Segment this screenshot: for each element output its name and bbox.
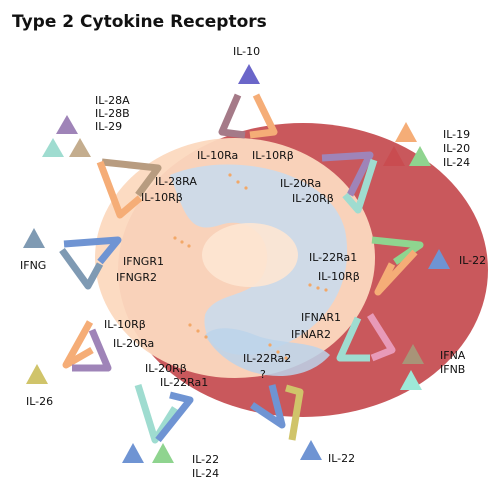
receptor-label-il10rb-top: IL-10Rβ xyxy=(252,149,294,162)
ligand-label-il28a: IL-28A xyxy=(95,94,130,107)
ligand-label-ifnb: IFNB xyxy=(440,363,465,376)
ligand-il29-triangle xyxy=(69,138,91,157)
receptor-label-il22ra2: IL-22Ra2 xyxy=(243,352,291,365)
ligand-label-il10: IL-10 xyxy=(233,45,260,58)
receptor-label-il20rb-bottom: IL-20Rβ xyxy=(145,362,187,375)
receptor-label-il22ra1-right: IL-22Ra1 xyxy=(309,251,357,264)
receptor-label-unknown: ? xyxy=(260,368,266,381)
ligand-label-il20: IL-20 xyxy=(443,142,470,155)
inner-nucleus xyxy=(202,223,298,287)
ligand-label-il24-top: IL-24 xyxy=(443,156,470,169)
receptor-label-il10ra: IL-10Ra xyxy=(197,149,238,162)
receptor-label-il20ra-left: IL-20Ra xyxy=(113,337,154,350)
receptor-label-ifnar1: IFNAR1 xyxy=(301,311,341,324)
receptor-il22-right xyxy=(371,236,424,296)
ligand-il10-triangle xyxy=(238,64,260,84)
ligand-il24-bottom-triangle xyxy=(152,443,174,463)
receptor-il28 xyxy=(96,158,162,219)
receptor-ifng xyxy=(59,236,122,290)
receptor-label-il10rb-28: IL-10Rβ xyxy=(141,191,183,204)
ligand-ifnb-triangle xyxy=(400,370,422,390)
ligand-il26-triangle xyxy=(26,364,48,384)
ligand-ifng-triangle xyxy=(23,228,45,248)
receptor-il26 xyxy=(62,320,112,372)
ligand-il19-triangle xyxy=(395,122,417,142)
page-title: Type 2 Cytokine Receptors xyxy=(12,12,267,32)
receptor-label-il10rb-right: IL-10Rβ xyxy=(318,270,360,283)
ligand-ifna-triangle xyxy=(402,344,424,364)
receptor-label-il28ra: IL-28RA xyxy=(155,175,197,188)
ligand-label-il19: IL-19 xyxy=(443,128,470,141)
ligand-label-ifna: IFNA xyxy=(440,349,466,362)
receptor-label-il22ra1-bottom: IL-22Ra1 xyxy=(160,376,208,389)
ligand-label-il22-bottom-right: IL-22 xyxy=(328,452,355,465)
signal-dots xyxy=(173,173,328,360)
ligand-label-il28b: IL-28B xyxy=(95,107,130,120)
ligand-label-il26: IL-26 xyxy=(26,395,53,408)
ligand-il22-right-triangle xyxy=(428,249,450,269)
ligand-label-il22-right: IL-22 xyxy=(459,254,486,267)
ligand-il20-triangle xyxy=(383,146,405,166)
ligand-label-il29: IL-29 xyxy=(95,120,122,133)
cell xyxy=(95,123,488,417)
ligand-label-il22-bottom-left: IL-22 xyxy=(192,453,219,466)
receptor-label-il20rb-top: IL-20Rβ xyxy=(292,192,334,205)
ligand-il28a-triangle xyxy=(56,115,78,134)
ligand-il22-bottom-right-triangle xyxy=(300,440,322,460)
receptor-label-ifngr2: IFNGR2 xyxy=(116,271,157,284)
receptor-il20-top xyxy=(321,151,378,214)
ligand-il28b-triangle xyxy=(42,138,64,157)
receptor-il10 xyxy=(218,93,278,139)
receptor-ifna xyxy=(336,313,396,362)
receptor-label-ifngr1: IFNGR1 xyxy=(123,255,164,268)
nucleus xyxy=(170,164,348,356)
organelle-lower xyxy=(205,328,330,377)
receptor-label-ifnar2: IFNAR2 xyxy=(291,328,331,341)
receptor-label-il10rb-left: IL-10Rβ xyxy=(104,318,146,331)
ligand-il22-bottom-left-triangle xyxy=(122,443,144,463)
receptor-il24-bottom xyxy=(134,383,194,444)
ligand-il24-top-triangle xyxy=(409,146,431,166)
receptor-label-il20ra-top: IL-20Ra xyxy=(280,177,321,190)
ligand-label-ifng: IFNG xyxy=(20,259,46,272)
ligand-label-il24-bottom: IL-24 xyxy=(192,467,219,480)
receptor-il22ra2 xyxy=(250,384,304,441)
